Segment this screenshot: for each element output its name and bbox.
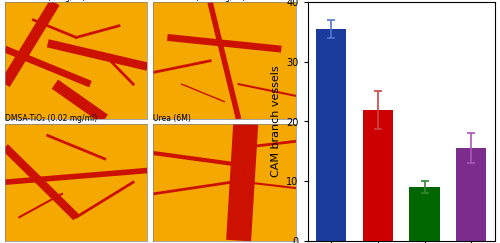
Text: DMSA-TiO₂ (0.02 mg/ml): DMSA-TiO₂ (0.02 mg/ml)	[5, 114, 97, 123]
Y-axis label: CAM branch vessels: CAM branch vessels	[270, 66, 280, 177]
Text: Urea (6M): Urea (6M)	[153, 114, 191, 123]
Bar	[362, 110, 393, 241]
Bar	[456, 148, 486, 241]
Text: DMSA-TiO₂ (0.01 mg/ml): DMSA-TiO₂ (0.01 mg/ml)	[153, 0, 246, 2]
Bar	[410, 187, 440, 241]
Text: DMSA-TiO₂ (0 mg/ml): DMSA-TiO₂ (0 mg/ml)	[5, 0, 85, 2]
Bar	[316, 29, 346, 241]
